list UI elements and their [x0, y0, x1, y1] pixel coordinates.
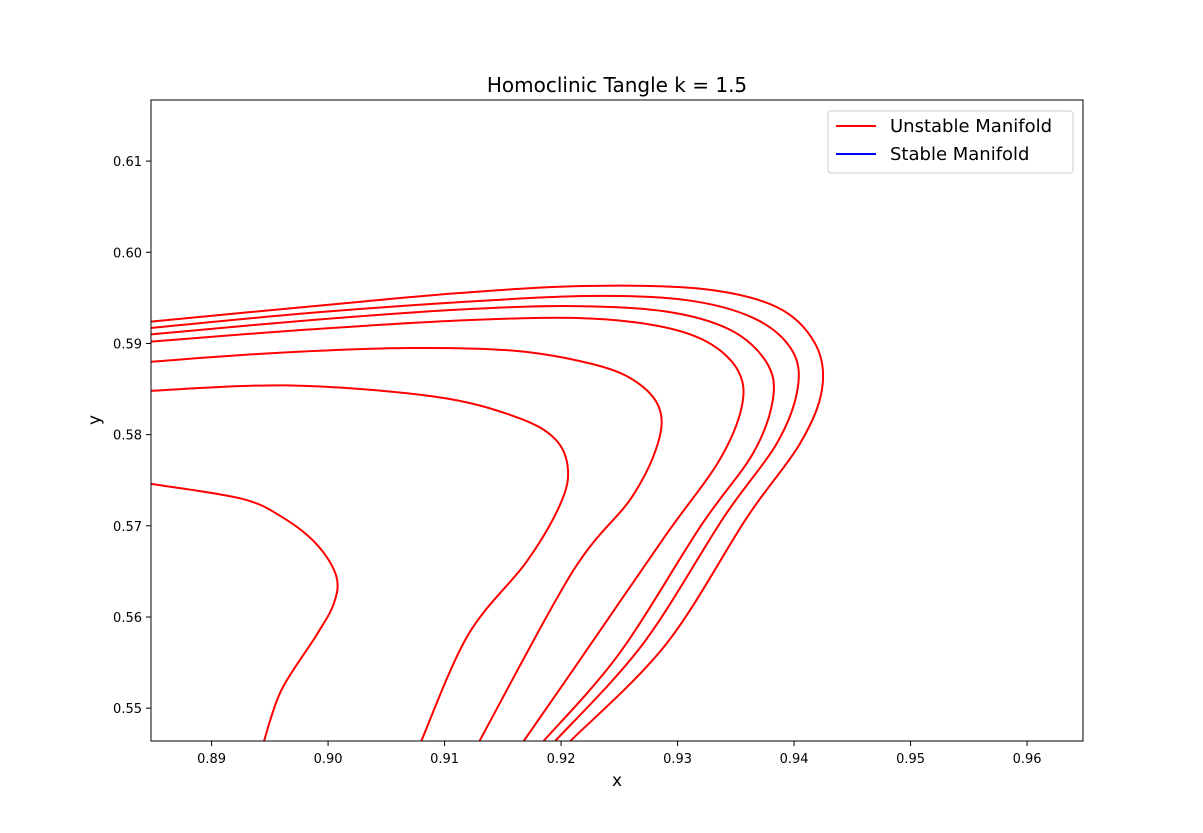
series-line-unstable-5	[151, 305, 775, 741]
x-tick-label: 0.94	[780, 752, 809, 767]
x-tick-label: 0.90	[314, 752, 343, 767]
x-tick-label: 0.91	[430, 752, 459, 767]
x-tick-label: 0.89	[197, 752, 226, 767]
y-tick-label: 0.60	[113, 246, 142, 261]
legend-label-stable: Stable Manifold	[890, 144, 1029, 165]
y-axis-label: y	[85, 415, 105, 425]
x-tick-label: 0.92	[547, 752, 576, 767]
x-tick-label: 0.93	[663, 752, 692, 767]
y-tick-label: 0.61	[113, 155, 142, 170]
x-axis-label: x	[612, 771, 622, 791]
series-line-unstable-7	[151, 284, 825, 741]
y-tick-label: 0.59	[113, 337, 142, 352]
y-axis: 0.55 0.56 0.57 0.58 0.59 0.60 0.61	[113, 155, 151, 717]
y-tick-label: 0.58	[113, 429, 142, 444]
series-line-unstable-1	[151, 482, 339, 741]
series-line-unstable-3	[151, 346, 663, 741]
x-tick-label: 0.95	[896, 752, 925, 767]
legend-box	[827, 110, 1074, 174]
series-line-unstable-4	[151, 316, 745, 741]
series-line-unstable-2	[151, 384, 570, 741]
legend-label-unstable: Unstable Manifold	[890, 116, 1052, 137]
x-tick-label: 0.96	[1013, 752, 1042, 767]
y-tick-label: 0.55	[113, 702, 142, 717]
plot-frame	[150, 99, 1084, 742]
chart-title: Homoclinic Tangle k = 1.5	[487, 73, 747, 97]
x-axis: 0.89 0.90 0.91 0.92 0.93 0.94 0.95 0.96	[197, 741, 1042, 767]
legend: Unstable Manifold Stable Manifold	[827, 110, 1074, 174]
y-tick-label: 0.57	[113, 520, 142, 535]
series-line-unstable-6	[151, 294, 800, 741]
y-tick-label: 0.56	[113, 611, 142, 626]
curves-layer	[151, 284, 825, 741]
